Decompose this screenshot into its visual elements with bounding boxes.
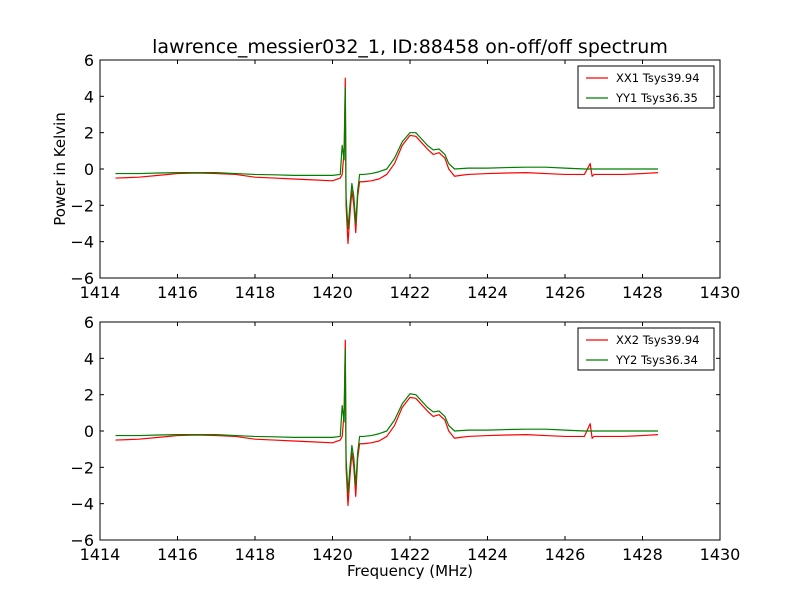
y-tick-label: −4 [70, 233, 94, 252]
x-tick-label: 1422 [390, 545, 431, 564]
legend-entry-1: XX2 Tsys39.94 [616, 333, 700, 347]
x-tick-label: 1416 [157, 545, 198, 564]
y-tick-label: −6 [70, 269, 94, 288]
x-tick-label: 1426 [545, 545, 586, 564]
x-axis-label: Frequency (MHz) [347, 562, 473, 580]
x-tick-label: 1428 [622, 283, 663, 302]
y-tick-label: 4 [84, 349, 94, 368]
top-panel: 1414 1416 1418 1420 1422 1424 1426 1428 1430 −6 −4… [70, 51, 740, 302]
series-line-1 [115, 77, 659, 245]
y-tick-label: −4 [70, 495, 94, 514]
y-tick-label: −6 [70, 531, 94, 550]
y-tick-label: 2 [84, 124, 94, 143]
x-tick-label: 1420 [312, 283, 353, 302]
series-line-2 [115, 348, 658, 494]
y-tick-label: 6 [84, 313, 94, 332]
x-tick-label: 1424 [467, 545, 508, 564]
series-line-1 [115, 339, 659, 507]
legend-box [577, 65, 715, 109]
y-tick-label: −2 [70, 196, 94, 215]
y-tick-label: 0 [84, 422, 94, 441]
series-line-2 [115, 86, 658, 230]
x-tick-label: 1418 [235, 545, 276, 564]
x-tick-label: 1416 [157, 283, 198, 302]
x-tick-label: 1414 [80, 545, 121, 564]
y-tick-label: 4 [84, 87, 94, 106]
x-tick-label: 1414 [80, 283, 121, 302]
chart-title: lawrence_messier032_1, ID:88458 on-off/o… [152, 36, 668, 58]
y-axis-label: Power in Kelvin [51, 112, 69, 226]
x-tick-label: 1430 [700, 545, 741, 564]
x-tick-label: 1418 [235, 283, 276, 302]
y-tick-label: 2 [84, 386, 94, 405]
legend-box [577, 327, 715, 371]
bottom-panel: 1414 1416 1418 1420 1422 1424 1426 1428 1430 −6 −4… [70, 313, 740, 564]
y-tick-label: 0 [84, 160, 94, 179]
legend-entry-2: YY1 Tsys36.35 [615, 91, 698, 105]
legend-entry-2: YY2 Tsys36.34 [615, 353, 698, 367]
legend-entry-1: XX1 Tsys39.94 [616, 71, 700, 85]
x-tick-label: 1424 [467, 283, 508, 302]
x-tick-label: 1422 [390, 283, 431, 302]
x-tick-label: 1428 [622, 545, 663, 564]
y-tick-label: 6 [84, 51, 94, 70]
x-tick-label: 1420 [312, 545, 353, 564]
x-tick-label: 1426 [545, 283, 586, 302]
x-tick-label: 1430 [700, 283, 741, 302]
y-tick-label: −2 [70, 458, 94, 477]
